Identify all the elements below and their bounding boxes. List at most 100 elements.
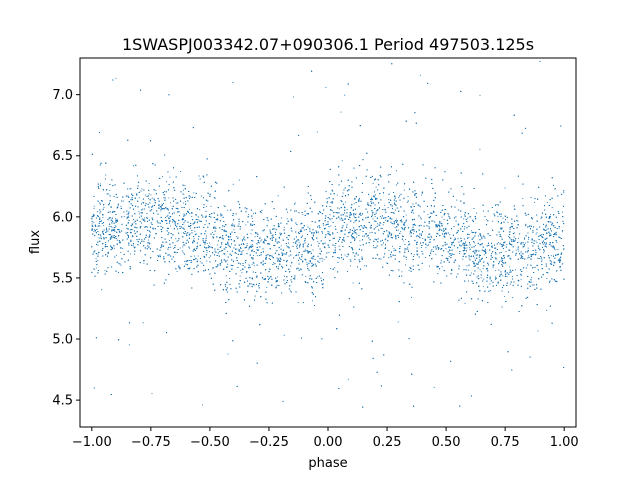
data-point [516,219,518,221]
data-point [212,268,214,270]
data-point [155,189,157,192]
data-point [103,206,105,208]
data-point [313,233,315,235]
data-point [238,179,240,181]
data-point [332,232,334,234]
data-point [473,257,475,259]
data-point [193,248,195,250]
data-point [235,252,237,255]
data-point [405,214,407,216]
data-point [512,297,514,299]
data-point [128,344,130,346]
data-point [497,215,499,217]
data-point [546,202,548,204]
data-point [126,217,128,219]
data-point [529,281,531,284]
data-point [540,217,542,219]
data-point [194,230,196,232]
data-point [248,248,250,250]
data-point [346,215,348,217]
data-point [476,276,478,278]
data-point [391,245,394,247]
data-point [515,269,517,271]
data-point [130,187,132,190]
data-point [484,250,486,252]
data-point [93,205,95,207]
data-point [457,238,459,240]
data-point [464,302,466,304]
data-point [369,232,371,234]
data-point [536,264,538,266]
data-point [92,213,94,215]
data-point [182,189,184,191]
data-point [498,252,501,254]
data-point [412,233,414,235]
data-point [535,233,537,235]
data-point [537,330,539,332]
data-point [402,240,404,242]
data-point [91,223,93,225]
data-point [435,253,437,255]
data-point [388,257,390,259]
data-point [227,209,229,211]
data-point [502,275,504,277]
data-point [283,226,285,228]
data-point [240,269,242,271]
data-point [148,193,150,195]
data-point [184,200,187,202]
data-point [242,249,244,252]
data-point [132,165,135,167]
data-point [470,230,472,232]
data-point [97,244,99,246]
data-point [452,253,454,255]
data-point [469,256,471,258]
data-point [102,216,104,218]
data-point [226,259,228,261]
data-point [349,265,352,267]
data-point [210,205,212,208]
data-point [474,262,476,264]
data-point [236,236,238,238]
data-point [303,229,305,231]
data-point [226,231,228,233]
data-point [151,392,153,394]
data-point [363,265,365,267]
data-point [431,249,433,251]
data-point [479,94,481,96]
data-point [103,224,105,227]
data-point [525,224,527,226]
data-point [490,252,493,255]
data-point [206,251,208,253]
data-point [458,252,461,254]
data-point [508,235,510,237]
data-point [380,227,382,229]
data-point [270,255,272,257]
data-point [133,222,135,224]
data-point [331,210,333,212]
data-point [185,263,187,265]
data-point [107,230,109,232]
data-point [241,240,243,242]
data-point [475,212,478,214]
data-point [191,212,193,215]
data-point [558,227,560,229]
data-point [448,255,450,258]
data-point [182,246,184,248]
data-point [260,240,262,242]
data-point [387,207,389,209]
data-point [115,221,117,223]
data-point [463,214,466,216]
data-point [372,244,375,247]
data-point [246,242,248,245]
data-point [376,198,378,200]
data-point [425,247,427,249]
data-point [356,233,358,235]
data-point [120,205,122,207]
data-point [165,181,168,183]
data-point [503,295,505,298]
data-point [307,265,309,267]
data-point [494,257,496,259]
data-point [555,249,557,251]
data-point [293,242,295,244]
data-point [256,255,258,257]
